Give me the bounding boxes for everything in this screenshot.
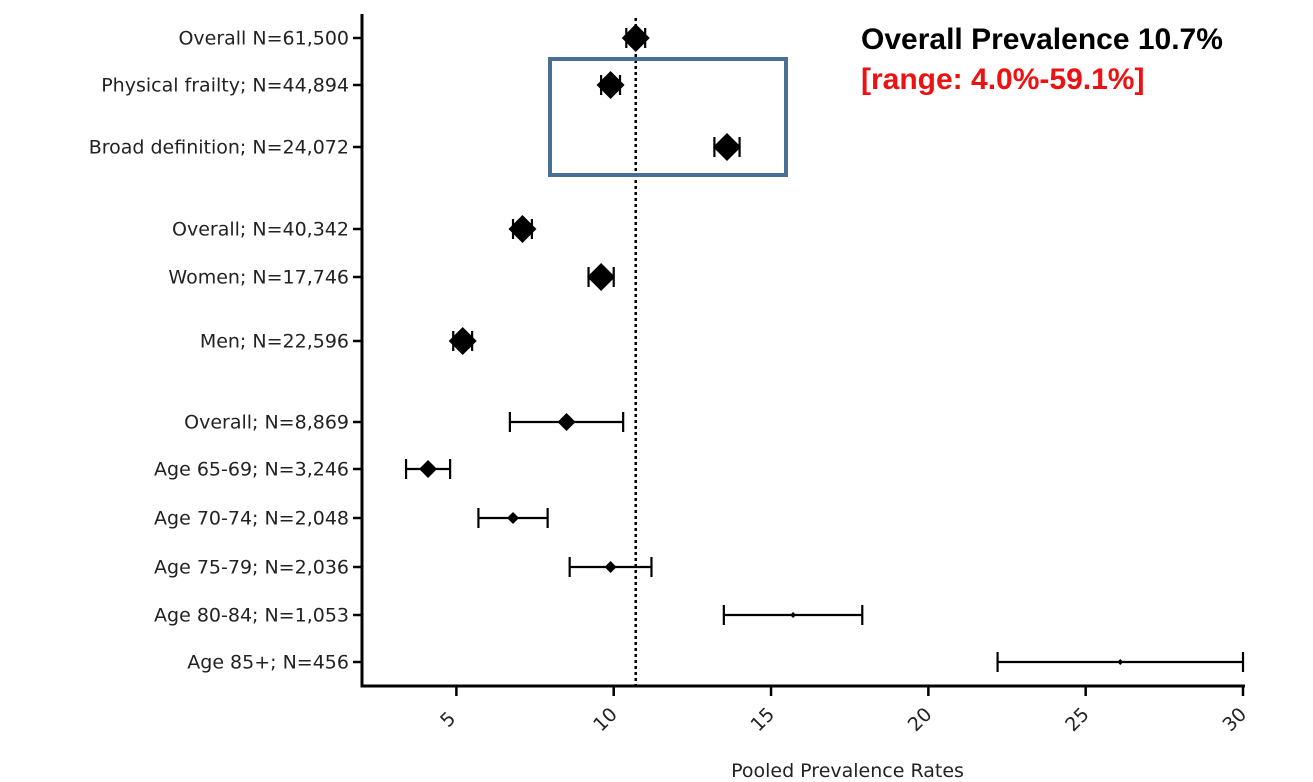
- estimate-marker: [621, 24, 650, 52]
- estimate-marker: [448, 327, 477, 355]
- estimate-marker: [790, 612, 797, 618]
- row-label: Age 65-69; N=3,246: [154, 459, 349, 481]
- x-axis-title: Pooled Prevalence Rates: [731, 760, 964, 782]
- x-tick-label: 25: [1061, 703, 1094, 736]
- estimate-marker: [508, 215, 537, 243]
- forest-row: Age 70-74; N=2,048: [154, 508, 549, 530]
- annotation-overall-prevalence: Overall Prevalence 10.7%: [861, 23, 1223, 56]
- forest-row: Age 85+; N=456: [187, 652, 1245, 674]
- row-label: Broad definition; N=24,072: [89, 137, 349, 159]
- x-tick-label: 20: [904, 703, 937, 736]
- estimate-marker: [604, 561, 617, 573]
- x-tick-label: 15: [746, 703, 779, 736]
- estimate-marker: [587, 263, 616, 291]
- row-label: Age 75-79; N=2,036: [154, 557, 349, 579]
- estimate-marker: [507, 512, 520, 524]
- row-label: Age 80-84; N=1,053: [154, 605, 349, 627]
- forest-row: Overall; N=40,342: [172, 215, 537, 243]
- estimate-marker: [712, 133, 741, 161]
- axes: [360, 14, 1245, 688]
- row-label: Age 85+; N=456: [187, 652, 349, 674]
- highlight-box: [548, 57, 788, 177]
- forest-row: Age 80-84; N=1,053: [154, 605, 864, 627]
- x-tick-label: 10: [589, 703, 622, 736]
- row-label: Overall; N=40,342: [172, 219, 349, 241]
- estimate-marker: [1117, 659, 1124, 665]
- x-ticks: 5 10 15 20 25 30: [436, 686, 1251, 736]
- row-label: Age 70-74; N=2,048: [154, 508, 349, 530]
- forest-row: Age 75-79; N=2,036: [154, 557, 653, 579]
- x-tick-label: 30: [1218, 703, 1251, 736]
- row-label: Overall N=61,500: [178, 28, 349, 50]
- forest-row: Overall; N=8,869: [184, 412, 625, 434]
- estimate-marker: [557, 413, 576, 431]
- forest-row: Overall N=61,500: [178, 24, 650, 52]
- estimate-marker: [419, 460, 438, 478]
- forest-row: Women; N=17,746: [168, 263, 616, 291]
- row-label: Women; N=17,746: [168, 267, 349, 289]
- forest-row: Age 65-69; N=3,246: [154, 459, 452, 481]
- forest-row: Broad definition; N=24,072: [89, 133, 741, 161]
- x-tick-label: 5: [436, 708, 460, 732]
- forest-rows: Overall N=61,500 Physical frailty; N=44,8…: [89, 24, 1245, 674]
- forest-row: Men; N=22,596: [200, 327, 477, 355]
- row-label: Men; N=22,596: [200, 331, 349, 353]
- row-label: Overall; N=8,869: [184, 412, 349, 434]
- estimate-marker: [596, 71, 625, 99]
- row-label: Physical frailty; N=44,894: [101, 75, 349, 97]
- forest-row: Physical frailty; N=44,894: [101, 71, 625, 99]
- annotation-range: [range: 4.0%-59.1%]: [861, 63, 1145, 96]
